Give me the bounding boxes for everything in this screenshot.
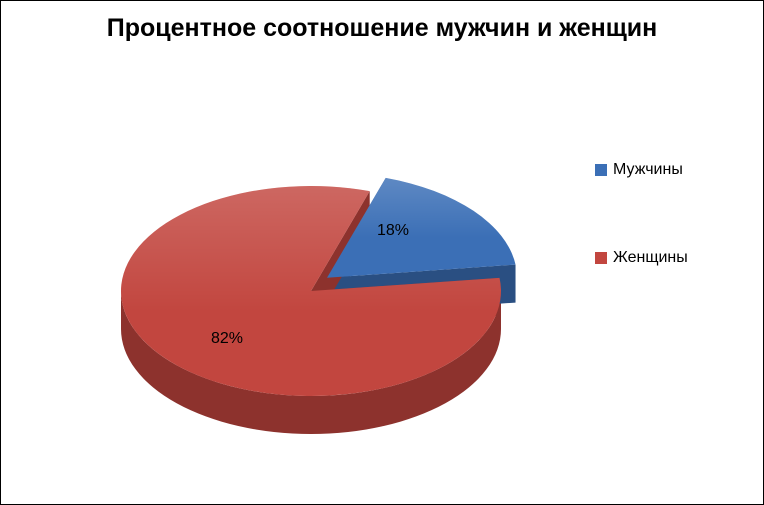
legend: Мужчины Женщины <box>595 161 735 337</box>
legend-swatch <box>595 252 607 264</box>
data-label-women: 82% <box>211 330 243 348</box>
legend-item-men: Мужчины <box>595 161 735 179</box>
chart-frame: Процентное соотношение мужчин и женщин 1… <box>0 0 764 505</box>
legend-label: Мужчины <box>613 161 683 179</box>
pie-chart-svg <box>41 101 561 481</box>
legend-swatch <box>595 164 607 176</box>
pie-chart: 18% 82% <box>41 101 561 481</box>
data-label-men: 18% <box>377 222 409 240</box>
legend-item-women: Женщины <box>595 249 735 267</box>
legend-label: Женщины <box>613 249 688 267</box>
chart-title: Процентное соотношение мужчин и женщин <box>1 13 763 44</box>
